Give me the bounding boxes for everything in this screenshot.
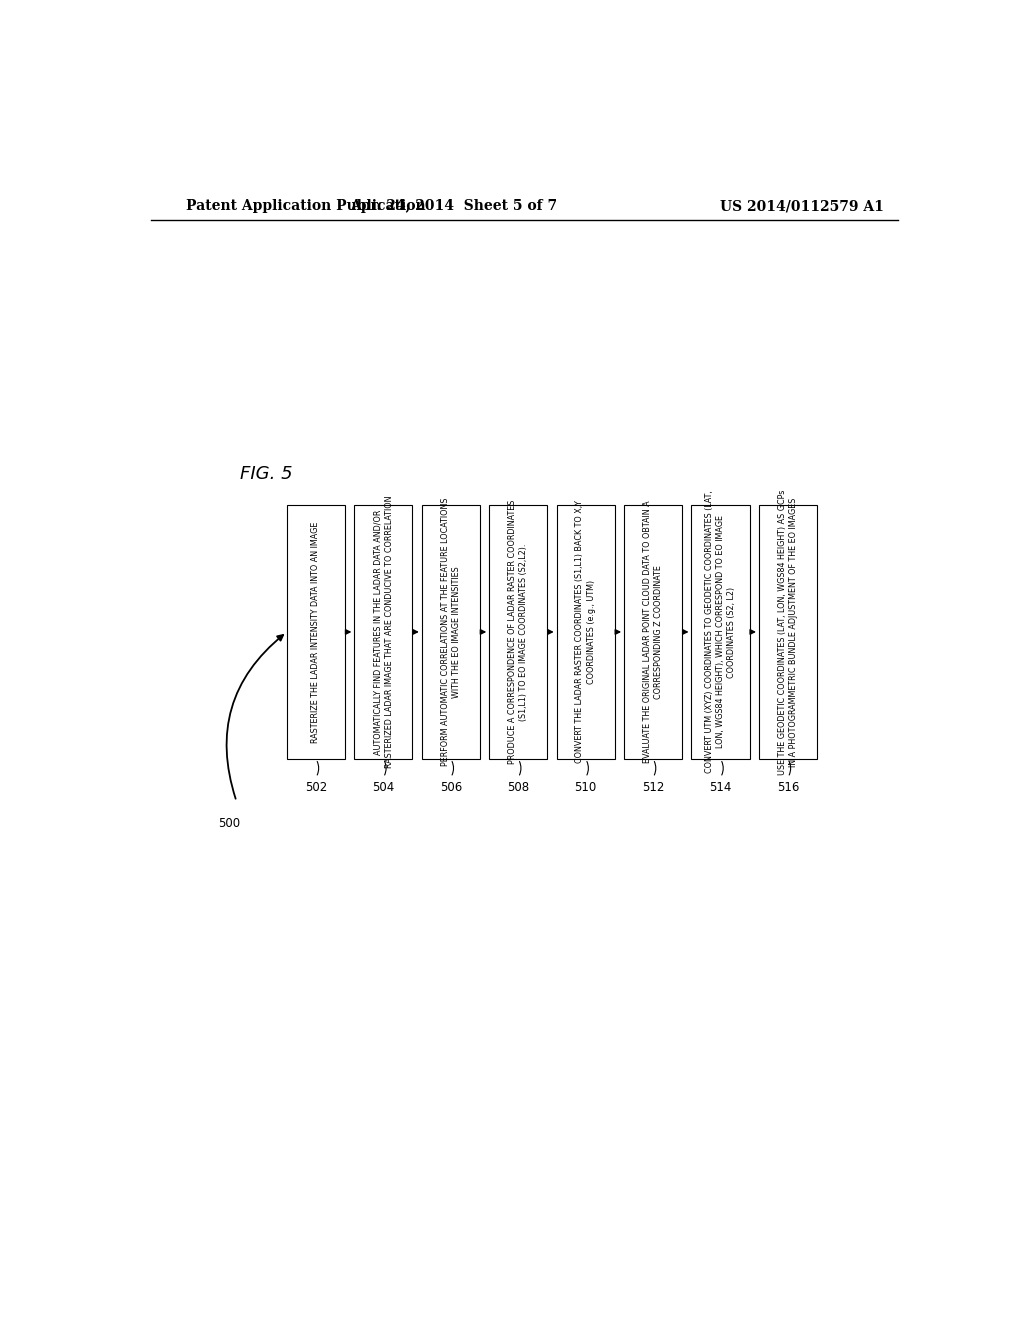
Text: 514: 514	[710, 780, 732, 793]
Text: CONVERT UTM (XYZ) COORDINATES TO GEODETIC COORDINATES (LAT,
LON, WGS84 HEIGHT), : CONVERT UTM (XYZ) COORDINATES TO GEODETI…	[705, 491, 736, 774]
Text: AUTOMATICALLY FIND FEATURES IN THE LADAR DATA AND/OR
RASTERIZED LADAR IMAGE THAT: AUTOMATICALLY FIND FEATURES IN THE LADAR…	[373, 496, 393, 768]
Bar	[624, 506, 682, 759]
Bar	[557, 506, 614, 759]
Text: 512: 512	[642, 780, 665, 793]
Bar	[759, 506, 817, 759]
Text: 504: 504	[373, 780, 394, 793]
Bar	[287, 506, 345, 759]
Text: 508: 508	[507, 780, 529, 793]
Bar	[691, 506, 750, 759]
Text: CONVERT THE LADAR RASTER COORDINATES (S1,L1) BACK TO X,Y
COORDINATES (e.g., UTM): CONVERT THE LADAR RASTER COORDINATES (S1…	[575, 500, 596, 763]
Text: 516: 516	[777, 780, 799, 793]
Text: PERFORM AUTOMATIC CORRELATIONS AT THE FEATURE LOCATIONS
WITH THE EO IMAGE INTENS: PERFORM AUTOMATIC CORRELATIONS AT THE FE…	[440, 498, 461, 766]
Text: RASTERIZE THE LADAR INTENSITY DATA INTO AN IMAGE: RASTERIZE THE LADAR INTENSITY DATA INTO …	[311, 521, 321, 743]
Bar	[354, 506, 413, 759]
Text: 506: 506	[439, 780, 462, 793]
Text: 500: 500	[218, 817, 240, 830]
Text: USE THE GEODETIC COORDINATES (LAT, LON, WGS84 HEIGHT) AS GCPs
IN A PHOTOGRAMMETR: USE THE GEODETIC COORDINATES (LAT, LON, …	[777, 490, 798, 775]
Text: EVALUATE THE ORIGINAL LADAR POINT CLOUD DATA TO OBTAIN A
CORRESPONDING Z COORDIN: EVALUATE THE ORIGINAL LADAR POINT CLOUD …	[643, 500, 664, 763]
Text: Apr. 24, 2014  Sheet 5 of 7: Apr. 24, 2014 Sheet 5 of 7	[350, 199, 557, 213]
Text: 502: 502	[305, 780, 327, 793]
Text: Patent Application Publication: Patent Application Publication	[186, 199, 426, 213]
Text: US 2014/0112579 A1: US 2014/0112579 A1	[720, 199, 884, 213]
Text: PRODUCE A CORRESPONDENCE OF LADAR RASTER COORDINATES
(S1,L1) TO EO IMAGE COORDIN: PRODUCE A CORRESPONDENCE OF LADAR RASTER…	[508, 500, 528, 764]
Bar	[422, 506, 480, 759]
Bar	[489, 506, 547, 759]
Text: FIG. 5: FIG. 5	[241, 465, 293, 483]
Text: 510: 510	[574, 780, 597, 793]
